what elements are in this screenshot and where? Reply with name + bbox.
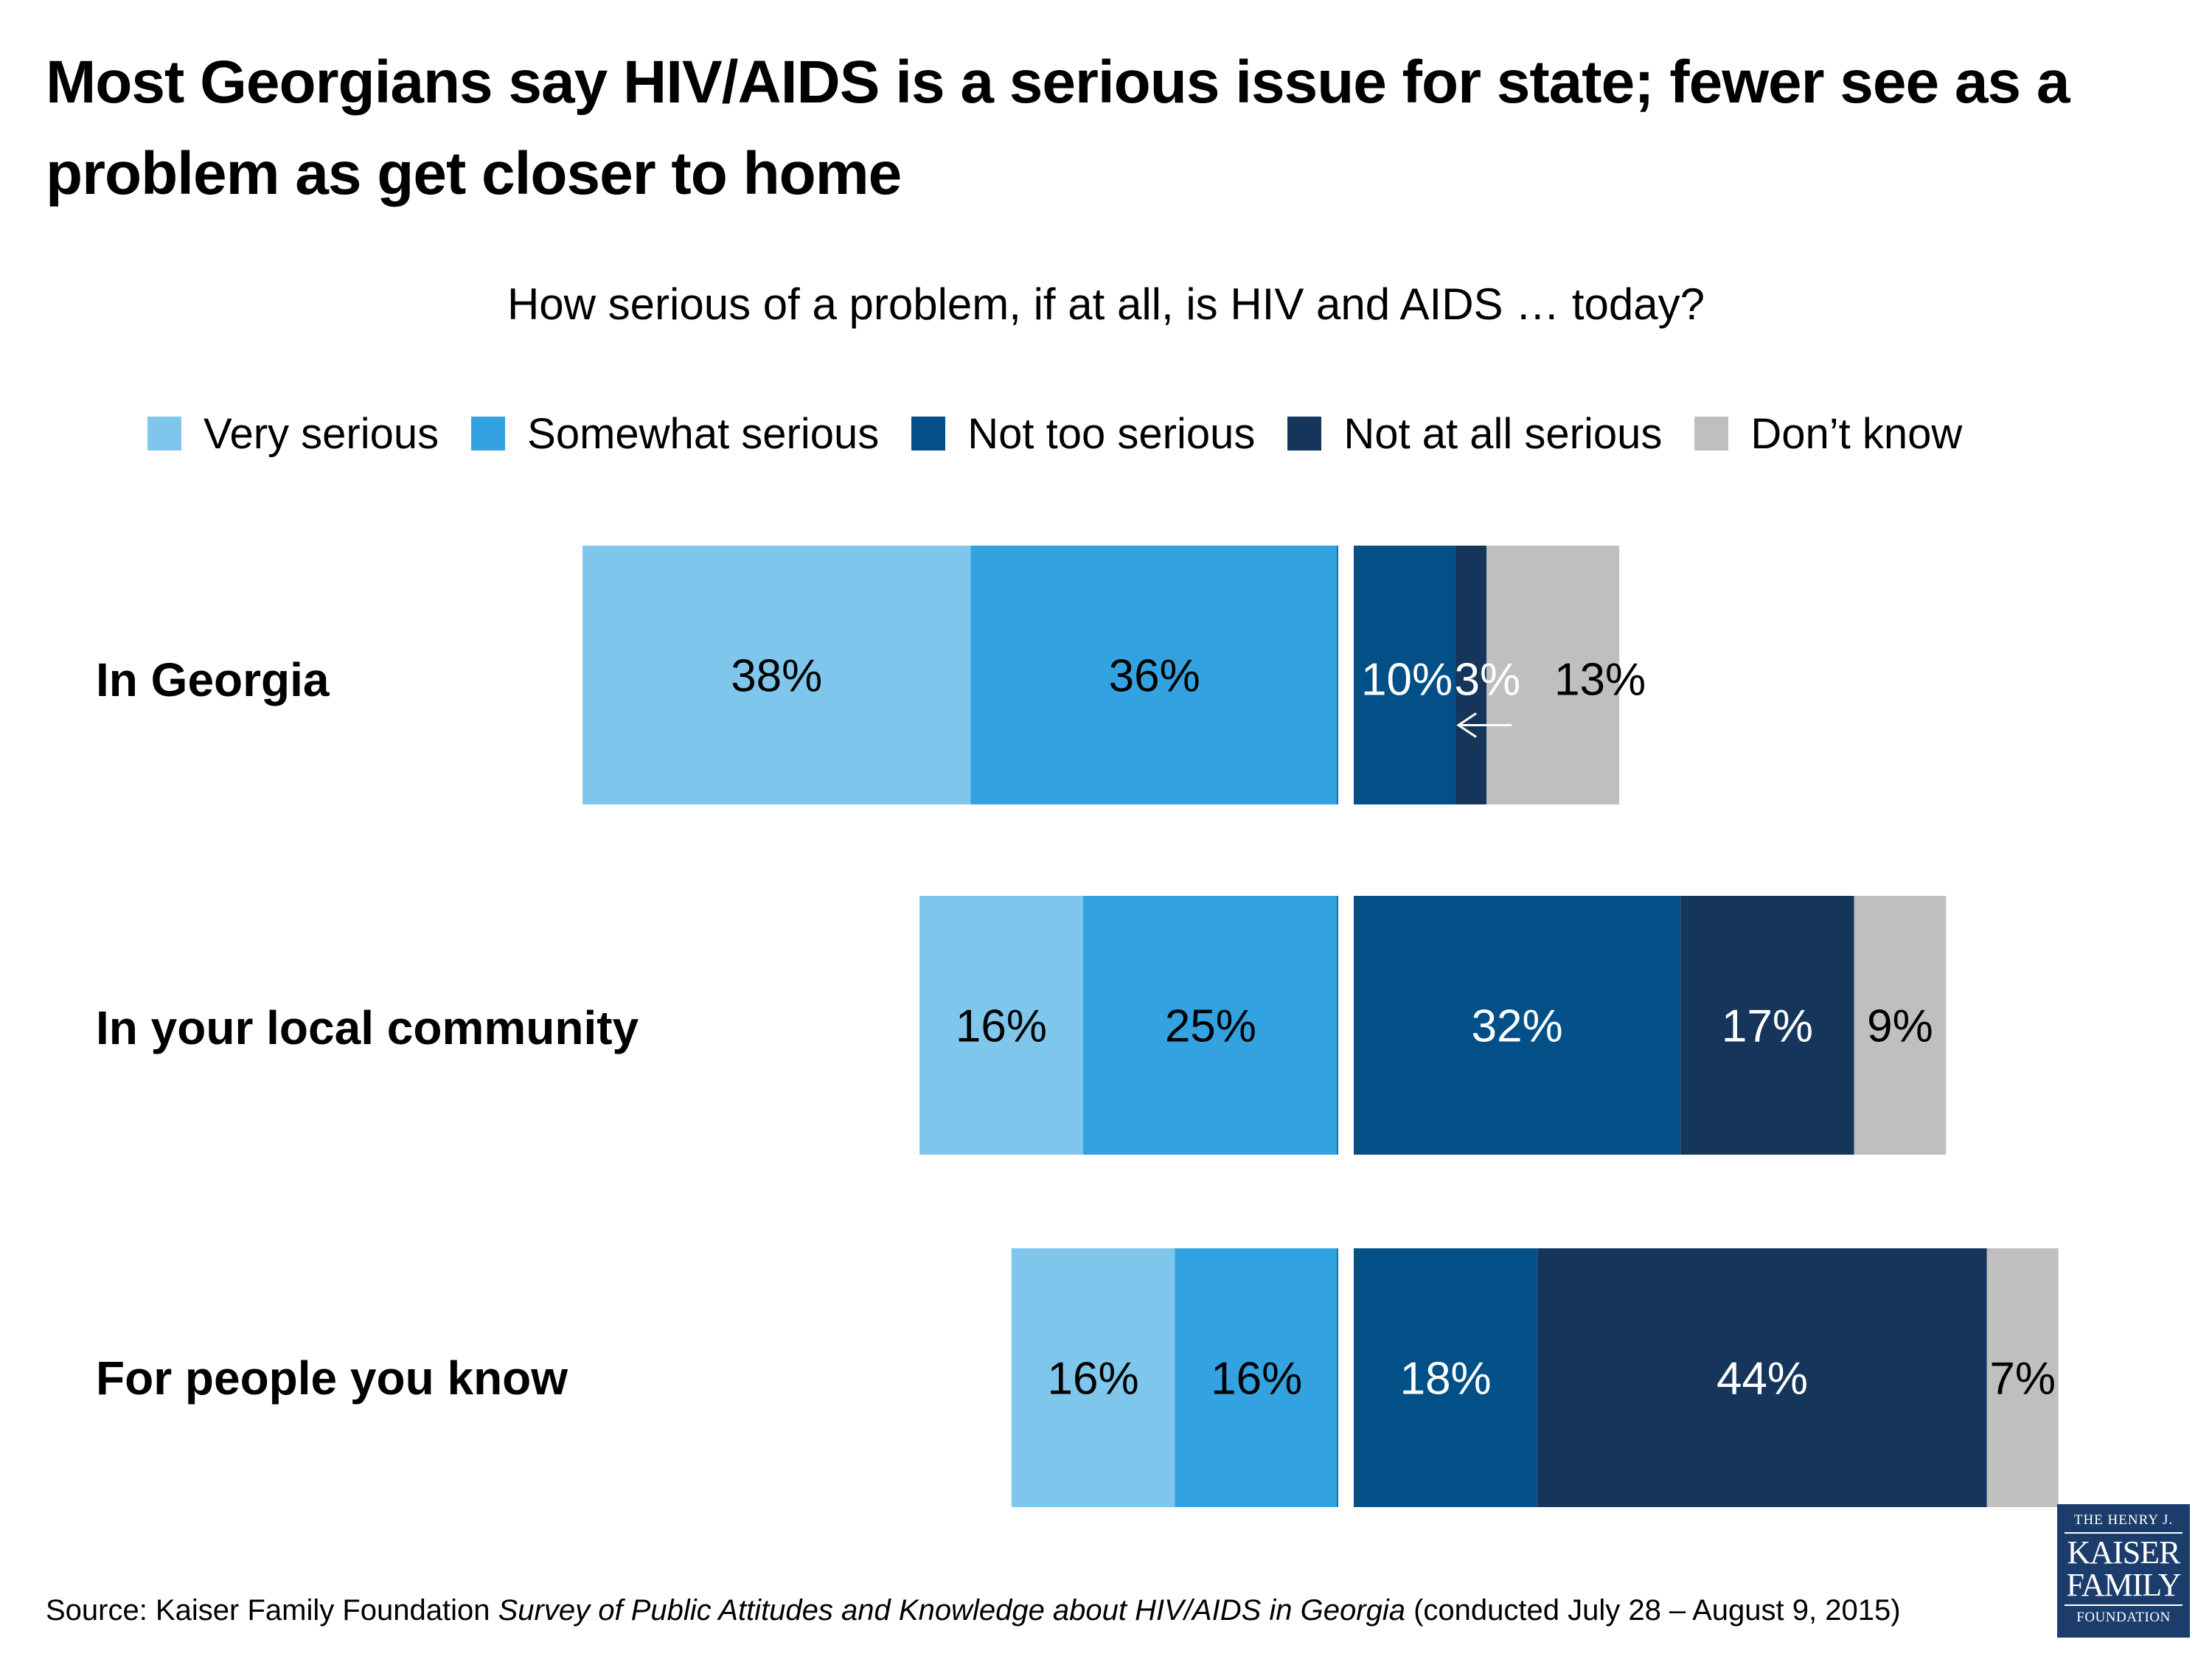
- bar-segment-not-at-all-serious: [1455, 546, 1487, 804]
- logo-line-3: FAMILY: [2066, 1567, 2181, 1603]
- data-label-not-too-serious: 18%: [1400, 1354, 1492, 1405]
- logo-line-2: KAISER: [2067, 1534, 2181, 1571]
- data-label-don-t-know: 9%: [1867, 1001, 1933, 1052]
- bar-group-in-your-local-community: 16% 25% 32% 17% 9%: [919, 896, 1947, 1155]
- data-label-not-too-serious: 10%: [1361, 655, 1453, 706]
- data-label-not-at-all-serious: 17%: [1722, 1001, 1813, 1052]
- legend-item-very-serious: Very serious: [147, 409, 439, 459]
- legend-swatch: [911, 417, 946, 451]
- bar-divider: [1337, 896, 1338, 1155]
- data-label-somewhat-serious: 36%: [1109, 651, 1200, 702]
- data-label-don-t-know: 7%: [1989, 1354, 2056, 1405]
- category-label-local-community: In your local community: [96, 1001, 639, 1054]
- data-label-not-too-serious: 32%: [1472, 1001, 1563, 1052]
- bar-segment-not-too-serious: [1354, 546, 1456, 804]
- legend-swatch: [147, 417, 181, 451]
- kff-logo: THE HENRY J. KAISER FAMILY FOUNDATION: [2057, 1504, 2190, 1638]
- source-prefix: Source: Kaiser Family Foundation: [46, 1594, 498, 1627]
- data-label-somewhat-serious: 16%: [1211, 1354, 1302, 1405]
- legend-label: Very serious: [204, 409, 439, 458]
- legend-swatch: [1287, 417, 1322, 451]
- data-label-very-serious: 16%: [1048, 1354, 1139, 1405]
- legend-swatch: [471, 417, 506, 451]
- bar-segment-don-t-know: [1486, 546, 1620, 804]
- bar-segment-not-at-all-serious: [1537, 1248, 1987, 1507]
- data-label-not-at-all-serious: 44%: [1717, 1354, 1808, 1405]
- bar-segment-somewhat-serious: [1175, 1248, 1338, 1507]
- legend-item-dont-know: Don’t know: [1694, 409, 1962, 459]
- data-label-very-serious: 38%: [731, 651, 822, 702]
- bar-segment-not-too-serious: [1354, 1248, 1538, 1507]
- bar-segment-very-serious: [1011, 1248, 1175, 1507]
- data-label-don-t-know: 13%: [1554, 655, 1646, 706]
- bar-segment-very-serious: [582, 546, 971, 804]
- legend-item-not-at-all-serious: Not at all serious: [1287, 409, 1662, 459]
- bar-segment-somewhat-serious: [970, 546, 1338, 804]
- data-label-not-at-all-serious: 3%: [1455, 655, 1521, 706]
- bar-segment-somewhat-serious: [1082, 896, 1338, 1155]
- source-survey-title: Survey of Public Attitudes and Knowledge…: [498, 1594, 1405, 1627]
- data-label-somewhat-serious: 25%: [1165, 1001, 1256, 1052]
- bar-segment-don-t-know: [1986, 1248, 2059, 1507]
- logo-line-4: FOUNDATION: [2076, 1610, 2171, 1625]
- category-label-in-georgia: In Georgia: [96, 653, 330, 706]
- bar-segment-not-at-all-serious: [1680, 896, 1854, 1155]
- chart-title: Most Georgians say HIV/AIDS is a serious…: [46, 49, 2070, 207]
- logo-line-1: THE HENRY J.: [2073, 1512, 2174, 1528]
- category-label-people-you-know: For people you know: [96, 1352, 568, 1405]
- legend-label: Not too serious: [967, 409, 1256, 458]
- legend: Very serious Somewhat serious Not too se…: [147, 404, 1994, 463]
- legend-item-not-too-serious: Not too serious: [911, 409, 1255, 459]
- source-suffix: (conducted July 28 – August 9, 2015): [1405, 1594, 1901, 1627]
- legend-label: Somewhat serious: [527, 409, 880, 458]
- chart-subtitle: How serious of a problem, if at all, is …: [507, 279, 1705, 329]
- source-note: Source: Kaiser Family Foundation Survey …: [46, 1594, 1901, 1627]
- bar-group-for-people-you-know: 16% 16% 18% 44% 7%: [1011, 1248, 2059, 1507]
- bar-segment-very-serious: [919, 896, 1083, 1155]
- legend-label: Not at all serious: [1343, 409, 1663, 458]
- bar-divider: [1337, 1248, 1338, 1507]
- legend-label: Don’t know: [1750, 409, 1963, 458]
- bar-group-in-georgia: 38% 36% 10% 3% 13%: [582, 546, 1646, 804]
- legend-swatch: [1694, 417, 1729, 451]
- logo-rule: [2065, 1532, 2183, 1534]
- bar-segment-don-t-know: [1854, 896, 1947, 1155]
- bar-divider: [1337, 546, 1338, 804]
- bar-segment-not-too-serious: [1354, 896, 1681, 1155]
- legend-item-somewhat-serious: Somewhat serious: [471, 409, 879, 459]
- annotation-arrow-icon: [1456, 712, 1512, 738]
- logo-rule: [2065, 1604, 2183, 1606]
- data-label-very-serious: 16%: [956, 1001, 1047, 1052]
